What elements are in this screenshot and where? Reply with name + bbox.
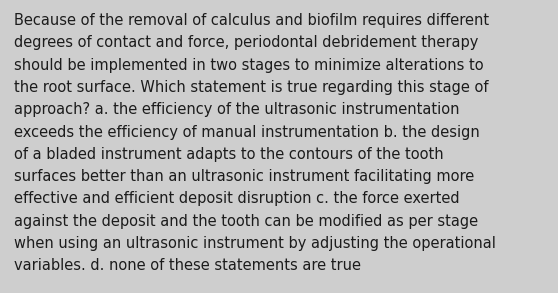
Text: the root surface. Which statement is true regarding this stage of: the root surface. Which statement is tru… <box>14 80 488 95</box>
Text: should be implemented in two stages to minimize alterations to: should be implemented in two stages to m… <box>14 58 484 73</box>
Text: when using an ultrasonic instrument by adjusting the operational: when using an ultrasonic instrument by a… <box>14 236 496 251</box>
Text: surfaces better than an ultrasonic instrument facilitating more: surfaces better than an ultrasonic instr… <box>14 169 474 184</box>
Text: of a bladed instrument adapts to the contours of the tooth: of a bladed instrument adapts to the con… <box>14 147 444 162</box>
Text: effective and efficient deposit disruption c. the force exerted: effective and efficient deposit disrupti… <box>14 191 460 206</box>
Text: approach? a. the efficiency of the ultrasonic instrumentation: approach? a. the efficiency of the ultra… <box>14 102 459 117</box>
Text: against the deposit and the tooth can be modified as per stage: against the deposit and the tooth can be… <box>14 214 478 229</box>
Text: degrees of contact and force, periodontal debridement therapy: degrees of contact and force, periodonta… <box>14 35 478 50</box>
Text: variables. d. none of these statements are true: variables. d. none of these statements a… <box>14 258 361 273</box>
Text: exceeds the efficiency of manual instrumentation b. the design: exceeds the efficiency of manual instrum… <box>14 125 480 139</box>
Text: Because of the removal of calculus and biofilm requires different: Because of the removal of calculus and b… <box>14 13 489 28</box>
